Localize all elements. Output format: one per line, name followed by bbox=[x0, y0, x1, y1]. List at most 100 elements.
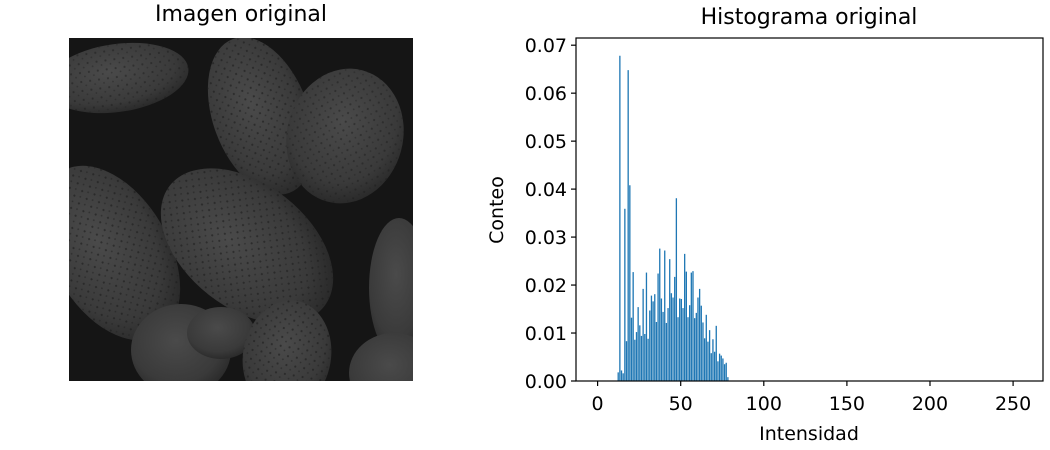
histogram-bar bbox=[632, 272, 634, 381]
histogram-bar bbox=[622, 373, 624, 381]
bars-group bbox=[617, 55, 729, 381]
histogram-bar bbox=[723, 364, 726, 381]
histogram-bar bbox=[727, 377, 729, 381]
grain-2 bbox=[207, 38, 315, 195]
histogram-bar bbox=[707, 341, 709, 381]
histogram-bar bbox=[644, 333, 646, 381]
histogram-bar bbox=[629, 185, 631, 381]
histogram-bar bbox=[687, 317, 689, 381]
histogram-bar bbox=[722, 358, 724, 381]
histogram-bar bbox=[689, 305, 691, 381]
histogram-bar bbox=[640, 335, 643, 381]
grain-1 bbox=[69, 42, 189, 114]
plot-frame bbox=[575, 37, 1044, 382]
x-axis-ticks: 0 50 100 150 200 250 bbox=[592, 381, 1031, 415]
histogram-bar bbox=[637, 307, 639, 381]
grain-7 bbox=[242, 300, 332, 381]
histogram-bar bbox=[672, 297, 674, 381]
histogram-bar bbox=[665, 322, 668, 381]
x-tick-label: 100 bbox=[746, 393, 782, 415]
histogram-bar bbox=[694, 318, 696, 381]
histogram-bar bbox=[620, 370, 623, 381]
histogram-bar bbox=[617, 372, 619, 381]
x-axis-label: Intensidad bbox=[759, 423, 859, 445]
histogram-bar bbox=[717, 361, 719, 381]
histogram-bar bbox=[675, 198, 678, 381]
histogram-bar bbox=[625, 341, 628, 381]
histogram-bar bbox=[662, 311, 664, 381]
grain-4 bbox=[69, 165, 181, 341]
histogram-bar bbox=[703, 338, 706, 381]
histogram-bar bbox=[659, 248, 661, 381]
histogram-bar bbox=[649, 310, 651, 381]
pollen-grains-image bbox=[69, 38, 413, 381]
histogram-bar bbox=[725, 362, 727, 381]
histogram-bar bbox=[645, 272, 648, 381]
histogram-bar bbox=[684, 253, 686, 381]
histogram-bar bbox=[698, 288, 701, 381]
y-tick-label: 0.07 bbox=[525, 35, 567, 57]
histogram-bar bbox=[652, 301, 654, 381]
grain-5 bbox=[160, 168, 334, 324]
histogram-bar bbox=[647, 338, 649, 381]
histogram-bar bbox=[650, 295, 653, 381]
histogram-bar bbox=[655, 321, 658, 381]
histogram-bar bbox=[685, 271, 687, 381]
histogram-bar bbox=[670, 293, 673, 381]
histogram-bar bbox=[713, 351, 716, 381]
histogram-bar bbox=[680, 298, 683, 381]
histogram-bar bbox=[635, 332, 638, 381]
histogram-bar bbox=[718, 353, 721, 381]
x-tick-label: 50 bbox=[669, 393, 693, 415]
histogram-bar bbox=[702, 322, 704, 381]
x-tick-label: 200 bbox=[912, 393, 948, 415]
histogram-bar bbox=[667, 308, 669, 381]
y-tick-label: 0.01 bbox=[525, 323, 567, 345]
histogram-bar bbox=[708, 330, 711, 381]
grain-8 bbox=[349, 218, 413, 381]
y-tick-label: 0.06 bbox=[525, 83, 567, 105]
y-tick-label: 0.03 bbox=[525, 227, 567, 249]
y-axis-ticks: 0.00 0.01 0.02 0.03 0.04 0.05 0.06 0.07 bbox=[525, 35, 576, 393]
y-tick-label: 0.00 bbox=[525, 371, 567, 393]
original-image bbox=[69, 38, 413, 381]
histogram-bar bbox=[715, 325, 717, 381]
histogram-bar bbox=[705, 314, 707, 381]
histogram-bar bbox=[697, 297, 699, 381]
histogram-bar bbox=[682, 308, 684, 381]
histogram-bar bbox=[677, 317, 679, 381]
histogram-bar bbox=[624, 208, 626, 381]
chart-title: Histograma original bbox=[701, 5, 918, 30]
histogram-bar bbox=[720, 355, 722, 381]
histogram-bar bbox=[710, 353, 712, 381]
histogram-bar bbox=[642, 288, 644, 381]
histogram-bar bbox=[712, 339, 714, 381]
histogram-bar bbox=[679, 298, 681, 381]
grain-3 bbox=[286, 68, 404, 204]
histogram-bar bbox=[639, 325, 641, 381]
histogram-bar bbox=[695, 312, 697, 381]
image-panel-title: Imagen original bbox=[154, 2, 328, 27]
histogram-bar bbox=[669, 259, 671, 381]
histogram-bar bbox=[630, 317, 633, 381]
histogram-bar bbox=[690, 272, 692, 381]
histogram-bar bbox=[654, 294, 656, 381]
histogram-bar bbox=[657, 273, 659, 381]
histogram-bar bbox=[674, 276, 676, 381]
x-tick-label: 150 bbox=[829, 393, 865, 415]
histogram-bar bbox=[664, 250, 666, 381]
histogram-bar bbox=[700, 305, 702, 381]
histogram-bar bbox=[627, 70, 629, 381]
histogram-bar bbox=[692, 271, 694, 381]
y-axis-label: Conteo bbox=[486, 176, 508, 244]
y-tick-label: 0.05 bbox=[525, 131, 567, 153]
grain-6 bbox=[131, 304, 255, 381]
histogram-bar bbox=[660, 298, 663, 381]
y-tick-label: 0.04 bbox=[525, 179, 567, 201]
histogram-bar bbox=[634, 339, 636, 381]
x-tick-label: 250 bbox=[995, 393, 1031, 415]
y-tick-label: 0.02 bbox=[525, 275, 567, 297]
histogram-bar bbox=[619, 55, 621, 381]
